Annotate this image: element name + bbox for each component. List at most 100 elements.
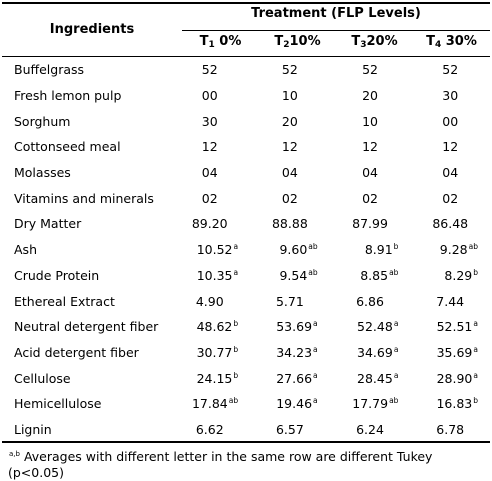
value-cell: 48.62b	[169, 314, 250, 340]
value-number: 52	[442, 62, 459, 78]
value-cell: 9.54ab	[250, 263, 330, 289]
value-number: 27.66	[276, 370, 313, 386]
value-number: 30	[201, 113, 218, 129]
value-cell: 6.62	[169, 417, 250, 443]
column-header-t4: T4 30%	[426, 34, 477, 50]
significance-letter: a	[393, 319, 399, 329]
value-cell: 12	[330, 134, 411, 160]
value-number: 9.54	[279, 267, 308, 283]
value-number: 04	[442, 165, 459, 181]
value-cell: 35.69a	[410, 340, 490, 366]
value-cell: 10	[330, 108, 411, 134]
table-row: Acid detergent fiber 30.77b 34.23a 34.69a 35…	[2, 340, 490, 366]
value-number: 6.24	[356, 421, 384, 437]
value-cell: 17.79ab	[330, 391, 411, 417]
value-cell: 6.78	[410, 417, 490, 443]
value-cell: 9.28ab	[410, 237, 490, 263]
value-cell: 52	[169, 57, 250, 83]
significance-letter: a	[233, 267, 239, 277]
significance-letter: a	[393, 344, 399, 354]
value-number: 02	[442, 190, 459, 206]
value-cell: 4.90	[169, 288, 250, 314]
table-row: Buffelgrass 52 52 52 52	[2, 57, 490, 83]
table-row: Neutral detergent fiber 48.62b 53.69a 52.48…	[2, 314, 490, 340]
significance-letter: a	[393, 370, 399, 380]
data-table: Buffelgrass 52 52 52 52 Fresh lemon pulp 00 10 2…	[2, 57, 490, 442]
value-number: 12	[281, 139, 298, 155]
table-row: Molasses 04 04 04 04	[2, 160, 490, 186]
significance-letter: ab	[389, 396, 399, 406]
value-number: 20	[281, 113, 298, 129]
value-number: 12	[201, 139, 218, 155]
table-row: Ash 10.52a 9.60ab 8.91b 9.28ab	[2, 237, 490, 263]
value-number: 52	[362, 62, 378, 78]
value-number: 20	[362, 88, 378, 104]
value-cell: 89.20	[169, 211, 250, 237]
value-number: 6.86	[356, 293, 384, 309]
value-number: 10.35	[196, 267, 233, 283]
value-number: 4.90	[195, 293, 224, 309]
value-cell: 17.84ab	[169, 391, 250, 417]
ingredients-header: Ingredients	[49, 22, 135, 37]
value-number: 53.69	[276, 319, 313, 335]
significance-letter: b	[393, 242, 399, 252]
value-cell: 30	[169, 108, 250, 134]
significance-letter: b	[233, 319, 239, 329]
significance-letter: a	[473, 319, 478, 329]
value-number: 52.48	[357, 319, 393, 335]
value-number: 30	[442, 88, 459, 104]
value-cell: 27.66a	[250, 365, 330, 391]
significance-letter: ab	[308, 267, 318, 277]
bottom-rule	[2, 441, 490, 443]
column-header-t3: T320%	[351, 34, 398, 50]
value-cell: 30	[410, 83, 490, 109]
value-cell: 52.51a	[410, 314, 490, 340]
value-number: 02	[362, 190, 378, 206]
value-cell: 86.48	[410, 211, 490, 237]
significance-letter: a	[313, 344, 318, 354]
ingredient-name: Ash	[14, 242, 37, 258]
value-cell: 7.44	[410, 288, 490, 314]
significance-letter: ab	[308, 242, 318, 252]
value-cell: 12	[169, 134, 250, 160]
value-number: 17.84	[191, 396, 228, 412]
value-cell: 00	[169, 83, 250, 109]
value-cell: 12	[250, 134, 330, 160]
value-cell: 8.85ab	[330, 263, 411, 289]
value-cell: 12	[410, 134, 490, 160]
table-row: Fresh lemon pulp 00 10 20 30	[2, 83, 490, 109]
value-number: 8.85	[360, 267, 389, 283]
value-number: 02	[281, 190, 298, 206]
ingredient-name: Lignin	[14, 421, 52, 437]
value-cell: 6.57	[250, 417, 330, 443]
value-number: 10	[362, 113, 378, 129]
significance-letter: ab	[389, 267, 399, 277]
column-header-t2: T210%	[274, 34, 321, 50]
value-number: 86.48	[432, 216, 469, 232]
value-number: 87.99	[352, 216, 388, 232]
value-cell: 20	[250, 108, 330, 134]
footnote-text: Averages with different letter in the sa…	[8, 449, 433, 480]
value-number: 00	[201, 88, 218, 104]
value-number: 52	[281, 62, 298, 78]
value-number: 04	[362, 165, 378, 181]
significance-letter: b	[233, 344, 239, 354]
value-cell: 34.69a	[330, 340, 411, 366]
ingredient-name: Ethereal Extract	[14, 293, 115, 309]
value-number: 28.90	[436, 370, 473, 386]
value-number: 88.88	[271, 216, 308, 232]
treatment-header: Treatment (FLP Levels)	[251, 6, 421, 21]
value-number: 9.28	[439, 242, 468, 258]
significance-letter: a	[473, 344, 478, 354]
value-number: 10	[281, 88, 298, 104]
table-row: Crude Protein 10.35a 9.54ab 8.85ab 8.29b	[2, 263, 490, 289]
value-cell: 6.24	[330, 417, 411, 443]
value-number: 8.91	[364, 242, 393, 258]
value-number: 6.62	[195, 421, 224, 437]
significance-letter: a	[313, 396, 318, 406]
value-number: 34.69	[357, 344, 393, 360]
value-cell: 04	[250, 160, 330, 186]
significance-letter: ab	[468, 242, 478, 252]
value-number: 28.45	[357, 370, 393, 386]
value-cell: 20	[330, 83, 411, 109]
